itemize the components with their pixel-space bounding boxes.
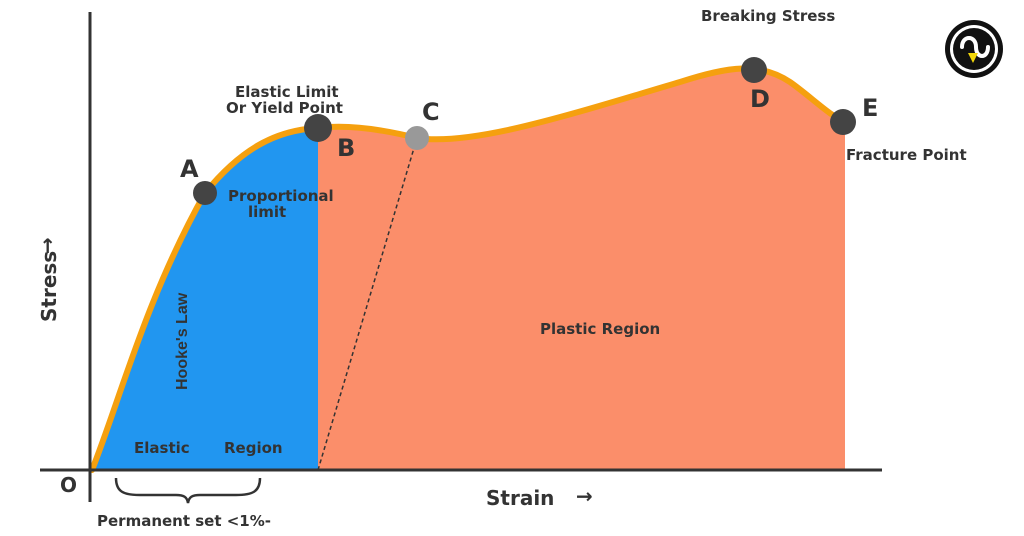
x-axis-label: Strain: [486, 486, 554, 510]
x-axis-arrow: →: [576, 484, 593, 508]
y-axis-arrow: →: [35, 237, 59, 254]
point-b-marker: [304, 114, 332, 142]
elastic-limit-label-line2: Or Yield Point: [226, 99, 343, 117]
elastic-region-fill: [92, 128, 318, 470]
point-a-letter: A: [180, 155, 199, 183]
origin-label: O: [60, 473, 77, 497]
brand-logo-icon: [945, 20, 1003, 78]
proportional-limit-label-line1: Proportional: [228, 187, 334, 205]
point-c-letter: C: [422, 98, 440, 126]
point-d-marker: [741, 57, 767, 83]
point-b-letter: B: [337, 134, 355, 162]
elastic-limit-label-line1: Elastic Limit: [235, 83, 339, 101]
proportional-limit-label-line2: limit: [248, 203, 286, 221]
point-c-marker: [405, 126, 429, 150]
point-e-letter: E: [862, 94, 878, 122]
permanent-set-label: Permanent set <1%-: [97, 512, 271, 530]
elastic-region-word2: Region: [224, 439, 283, 457]
point-a-marker: [193, 181, 217, 205]
point-d-letter: D: [750, 85, 770, 113]
plastic-region-fill: [318, 68, 845, 470]
y-axis-label-group: Stress →: [35, 237, 61, 322]
elastic-region-word1: Elastic: [134, 439, 190, 457]
permanent-set-brace: [114, 477, 262, 504]
breaking-stress-label: Breaking Stress: [701, 7, 835, 25]
hookes-law-label: Hooke's Law: [174, 292, 191, 390]
plastic-region-label: Plastic Region: [540, 320, 660, 338]
fracture-point-label: Fracture Point: [846, 146, 967, 164]
unloading-dashed-line: [317, 137, 418, 471]
y-axis-label: Stress: [37, 251, 61, 322]
point-e-marker: [830, 109, 856, 135]
